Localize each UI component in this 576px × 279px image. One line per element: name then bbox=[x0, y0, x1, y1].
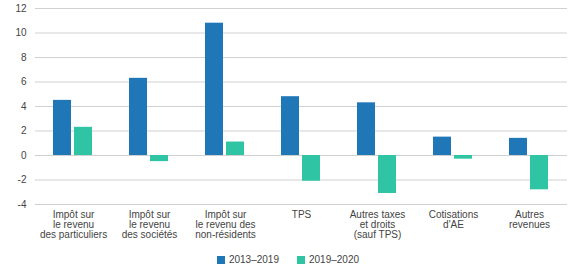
svg-text:0: 0 bbox=[21, 150, 27, 161]
html-text:2013–2019: 2013–2019 bbox=[228, 254, 279, 265]
svg-text:4: 4 bbox=[21, 101, 27, 112]
svg-text:Autres taxeset droits(sauf TPS: Autres taxeset droits(sauf TPS) bbox=[350, 209, 406, 240]
svg-text:-2: -2 bbox=[18, 174, 27, 185]
svg-text:12: 12 bbox=[15, 3, 27, 14]
svg-text:Impôt surle revenudes sociétés: Impôt surle revenudes sociétés bbox=[122, 209, 178, 240]
svg-text:Cotisationsd'AE: Cotisationsd'AE bbox=[429, 209, 478, 230]
svg-text:-4: -4 bbox=[18, 199, 27, 210]
svg-text:10: 10 bbox=[15, 27, 27, 38]
svg-text:Impôt surle revenu desnon-rési: Impôt surle revenu desnon-résidents bbox=[195, 209, 256, 240]
svg-text:2: 2 bbox=[21, 125, 27, 136]
svg-text:Impôt surle revenudes particul: Impôt surle revenudes particuliers bbox=[40, 209, 107, 240]
html-text:2019–2020: 2019–2020 bbox=[309, 254, 360, 265]
svg-text:Autresrevenues: Autresrevenues bbox=[509, 209, 550, 230]
svg-text:8: 8 bbox=[21, 52, 27, 63]
svg-text:TPS: TPS bbox=[292, 209, 312, 220]
svg-text:6: 6 bbox=[21, 76, 27, 87]
